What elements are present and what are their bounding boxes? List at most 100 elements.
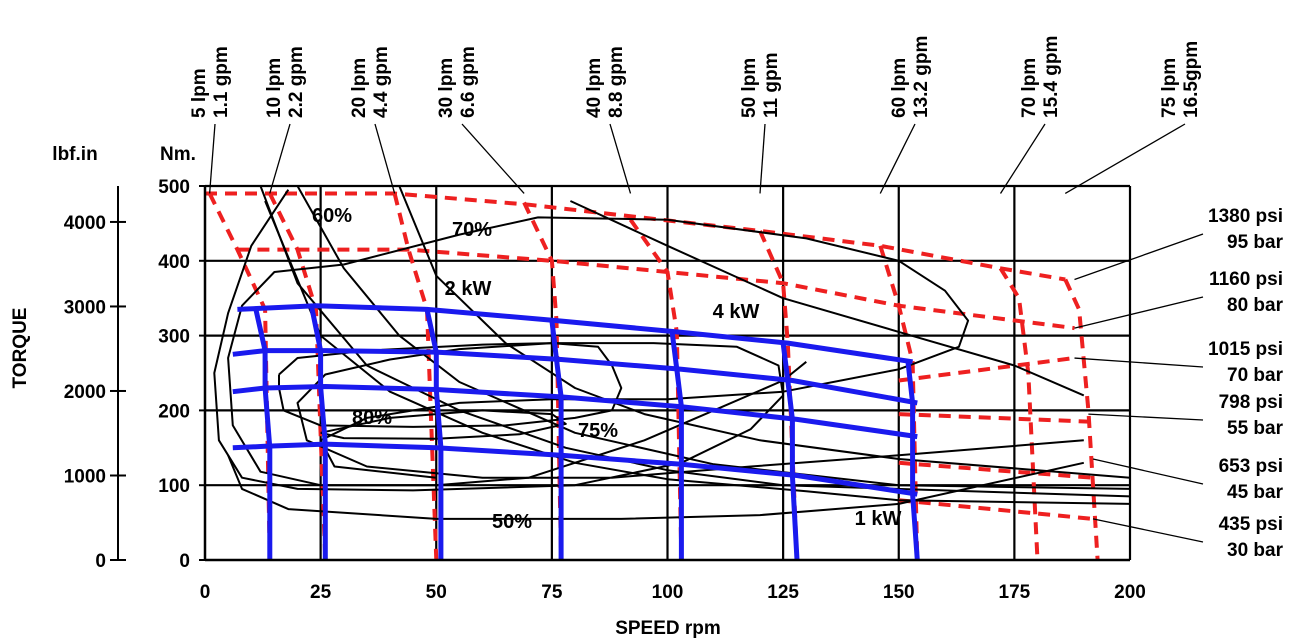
x-tick-label: 75 <box>541 582 563 603</box>
y-tick-label-nm: 500 <box>158 177 190 198</box>
y-tick-label-lbfin: 2000 <box>64 382 106 403</box>
flow-label-gpm: 4.4 gpm <box>371 46 392 118</box>
pressure-label-psi: 1015 psi <box>1208 339 1283 360</box>
efficiency-label: 60% <box>312 205 352 227</box>
blue-curve-layer <box>232 303 920 561</box>
axes: 0 25 50 75 100 125 150 175 200010020030040050001… <box>64 177 1146 603</box>
pressure-leader-line <box>1092 518 1204 543</box>
flow-label-lpm: 5 lpm <box>189 68 210 118</box>
blue-pressure-curve <box>237 303 913 365</box>
pressure-label-bar: 55 bar <box>1227 418 1284 439</box>
y-tick-label-nm: 200 <box>158 401 190 422</box>
flow-leader-line <box>759 123 766 194</box>
red-flow-curve <box>392 193 439 561</box>
flow-label-gpm: 11 gpm <box>761 53 782 118</box>
flow-label-gpm: 1.1 gpm <box>211 46 232 118</box>
y-tick-label-nm: 300 <box>158 327 190 348</box>
pressure-label-bar: 95 bar <box>1227 232 1284 253</box>
x-tick-label: 150 <box>883 582 915 603</box>
x-tick-label: 100 <box>652 582 684 603</box>
red-flow-curve <box>207 192 272 561</box>
x-tick-label: 125 <box>767 582 799 603</box>
flow-label-gpm: 8.8 gpm <box>606 46 627 118</box>
flow-leader-line <box>374 123 396 194</box>
y-tick-label-lbfin: 3000 <box>64 297 106 318</box>
red-pressure-curve <box>898 460 1094 480</box>
pressure-label-psi: 1380 psi <box>1208 206 1283 227</box>
black-contour-curve <box>569 200 1085 397</box>
y-tick-label-nm: 400 <box>158 252 190 273</box>
efficiency-label: 70% <box>452 219 492 241</box>
y-unit-lbfin: lbf.in <box>52 144 97 165</box>
flow-label-gpm: 15.4 gpm <box>1041 36 1062 118</box>
blue-pressure-curve <box>232 441 918 497</box>
pressure-label-psi: 1160 psi <box>1209 269 1283 290</box>
blue-pressure-curve <box>232 348 918 406</box>
black-contour-curve <box>320 409 567 440</box>
y-unit-nm: Nm. <box>160 144 196 165</box>
pressure-label-psi: 653 psi <box>1219 456 1283 477</box>
y-axis-label: TORQUE <box>10 308 31 389</box>
grid <box>205 184 1132 560</box>
red-flow-curve <box>998 267 1040 561</box>
blue-pressure-curve <box>232 384 918 440</box>
blue-flow-curve <box>253 308 273 560</box>
blue-flow-curve <box>780 342 800 561</box>
flow-leader-line <box>461 123 525 194</box>
black-contour-curve <box>213 189 1084 492</box>
pressure-leader-line <box>1074 233 1204 281</box>
x-axis-label: SPEED rpm <box>615 618 721 639</box>
black-contour-curve <box>296 185 1131 490</box>
blue-flow-curve <box>905 361 920 561</box>
power-label: 1 kW <box>855 508 902 530</box>
flow-leader-line <box>1064 123 1186 195</box>
blue-flow-curve <box>424 308 444 560</box>
black-contour-curve <box>264 200 1131 505</box>
x-tick-label: 25 <box>310 582 332 603</box>
flow-label-lpm: 20 lpm <box>349 58 370 118</box>
x-tick-label: 50 <box>426 582 447 603</box>
red-flow-curve <box>1063 278 1100 561</box>
y-tick-label-lbfin: 0 <box>95 551 106 572</box>
flow-label-lpm: 75 lpm <box>1159 58 1180 118</box>
x-tick-label: 175 <box>999 582 1031 603</box>
pressure-leader-line <box>1074 296 1204 329</box>
blue-flow-curve <box>308 305 328 560</box>
black-contour-curve <box>227 454 1085 520</box>
power-label: 4 kW <box>713 301 760 323</box>
flow-label-lpm: 30 lpm <box>436 58 457 118</box>
pressure-label-bar: 70 bar <box>1227 365 1284 386</box>
red-flow-curve <box>522 201 564 561</box>
red-dashed-layer <box>205 191 1100 561</box>
flow-label-lpm: 10 lpm <box>264 58 285 118</box>
red-flow-curve <box>268 192 328 561</box>
x-tick-label: 200 <box>1114 582 1146 603</box>
flow-leader-line <box>269 123 291 194</box>
pressure-label-bar: 45 bar <box>1227 482 1284 503</box>
flow-label-lpm: 70 lpm <box>1019 58 1040 118</box>
flow-label-gpm: 16.5gpm <box>1181 41 1202 118</box>
y-tick-label-nm: 0 <box>179 551 190 572</box>
blue-flow-curve <box>669 331 684 560</box>
efficiency-label: 75% <box>578 420 618 442</box>
efficiency-label: 80% <box>352 407 392 429</box>
y-tick-label-lbfin: 1000 <box>64 466 106 487</box>
red-pressure-curve <box>898 412 1089 424</box>
pressure-label-bar: 80 bar <box>1227 295 1284 316</box>
pressure-leader-line <box>1074 357 1204 368</box>
pressure-label-psi: 435 psi <box>1219 514 1283 535</box>
flow-leader-line <box>208 123 216 194</box>
pressure-leader-line <box>1088 413 1204 421</box>
flow-label-lpm: 50 lpm <box>739 58 760 118</box>
flow-leader-line <box>999 123 1046 194</box>
flow-label-lpm: 60 lpm <box>889 58 910 118</box>
flow-leader-line <box>879 123 916 194</box>
x-tick-label: 0 <box>200 582 211 603</box>
black-contour-layer <box>213 185 1131 520</box>
pressure-leader-line <box>1092 458 1204 485</box>
red-pressure-curve <box>898 356 1075 383</box>
labels-layer: 5 lpm 1.1 gpm 10 lpm 2.2 gpm 20 lpm 4.4 gpm 30… <box>189 36 1284 561</box>
power-label: 2 kW <box>445 278 492 300</box>
flow-label-gpm: 2.2 gpm <box>286 46 307 118</box>
flow-label-gpm: 13.2 gpm <box>911 36 932 118</box>
